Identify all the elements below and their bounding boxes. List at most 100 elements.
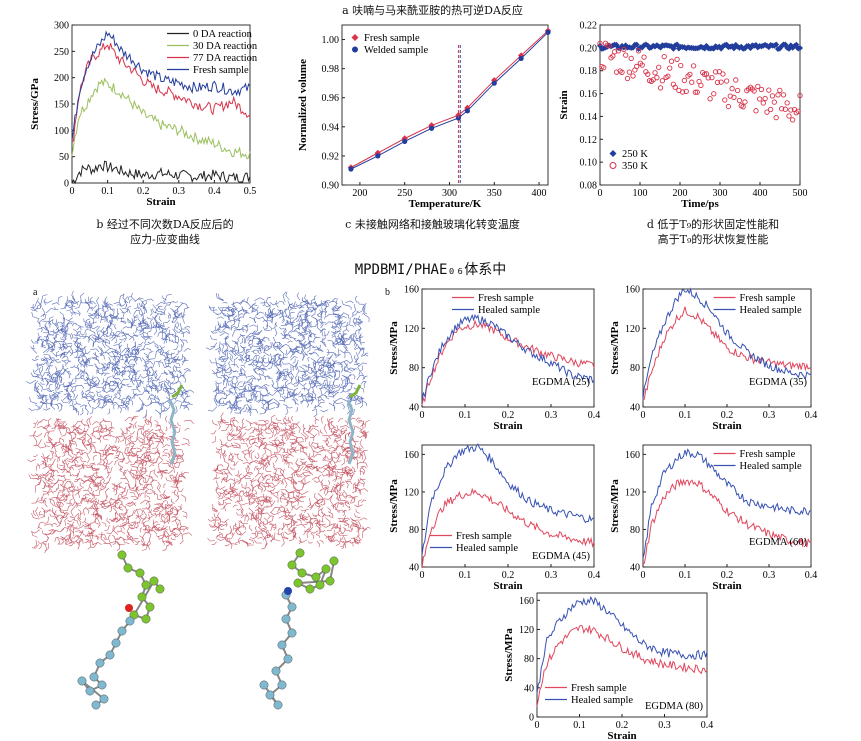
egdma-80-title: EGDMA (80) xyxy=(645,701,704,712)
shape-memory-point xyxy=(723,78,730,84)
stress-strain-da-ytick-label: 250 xyxy=(54,47,69,58)
molecule-right-blue-atom xyxy=(259,680,269,690)
stress-strain-da-xtick-label: 0.4 xyxy=(208,186,221,197)
shape-memory-point xyxy=(619,69,625,76)
shape-memory-point xyxy=(654,75,660,81)
shape-memory-ylabel: Strain xyxy=(558,90,570,119)
molecule-right-green-atom xyxy=(295,548,305,558)
molecule-left-blue-atom xyxy=(99,694,109,704)
egdma-35-xtick-label: 0.4 xyxy=(805,410,818,421)
shape-memory-point xyxy=(641,54,647,60)
egdma-80-xtick-label: 0.1 xyxy=(573,720,586,731)
shape-memory-point xyxy=(705,75,711,81)
stress-strain-da-series-line xyxy=(71,77,251,160)
egdma-35-series-line xyxy=(642,287,812,400)
egdma-35-ylabel: Stress/MPa xyxy=(609,321,621,375)
egdma-35-xlabel: Strain xyxy=(712,420,741,432)
shape-memory-point xyxy=(773,41,780,48)
molecule-right-blue-atom xyxy=(281,614,291,624)
normalized-volume-ytick-label: 0.90 xyxy=(322,181,340,192)
molecule-left-green-atom xyxy=(123,563,133,573)
molecule-left-green-atom xyxy=(135,568,145,578)
shape-memory-point xyxy=(779,106,785,112)
egdma-45-series-line xyxy=(421,443,595,556)
shape-memory-point xyxy=(731,94,737,100)
egdma-25-xtick-label: 0.4 xyxy=(588,410,601,421)
egdma-80-xtick-label: 0.2 xyxy=(616,720,629,731)
shape-memory-point xyxy=(775,92,781,98)
stress-strain-da-xlabel: Strain xyxy=(146,196,175,208)
shape-memory-point xyxy=(797,92,803,99)
molecule-right-green-atom xyxy=(297,568,307,578)
shape-memory-point xyxy=(714,79,721,86)
egdma-35-ytick-label: 160 xyxy=(625,285,640,296)
molecule-right-blue-atom xyxy=(277,640,287,650)
egdma-25-xtick-label: 0.2 xyxy=(502,410,515,421)
egdma-35-xtick-label: 0.2 xyxy=(721,410,734,421)
egdma-25-ytick-label: 80 xyxy=(409,363,419,374)
shape-memory-ytick-label: 0.18 xyxy=(580,66,598,77)
shape-memory-point xyxy=(711,91,717,97)
molecule-left-green-atom xyxy=(141,614,151,624)
shape-memory-ytick-label: 0.14 xyxy=(580,112,598,123)
egdma-60-xtick-label: 0 xyxy=(641,570,646,581)
stress-strain-da-group xyxy=(71,24,251,185)
egdma-80-xtick-label: 0.3 xyxy=(658,720,671,731)
normalized-volume-ytick-label: 0.92 xyxy=(322,151,340,162)
egdma-35-xtick-label: 0.1 xyxy=(679,410,692,421)
shape-memory-point xyxy=(610,53,616,59)
interface-chain-left-green xyxy=(171,384,184,399)
shape-memory-point xyxy=(634,63,640,70)
shape-memory-ytick-label: 0.20 xyxy=(580,43,598,54)
molecule-right-blue-atom xyxy=(287,602,297,612)
interface-chain-left xyxy=(168,399,177,465)
shape-memory-point xyxy=(674,56,680,63)
shape-memory-point xyxy=(764,109,770,115)
shape-memory-point xyxy=(690,63,697,69)
egdma-45-legend-label: Fresh sample xyxy=(456,531,512,542)
molecule-left-blue-atom xyxy=(117,626,127,636)
molecule-right-blue-bonds xyxy=(263,594,294,706)
shape-memory-point xyxy=(652,70,658,76)
normalized-volume-legend-marker xyxy=(351,34,359,41)
stress-strain-da-xtick-label: 0 xyxy=(70,186,75,197)
egdma-80-ytick-label: 80 xyxy=(524,654,534,665)
egdma-80-group xyxy=(536,592,708,718)
shape-memory-point xyxy=(639,62,645,68)
panel-letter-a: a xyxy=(33,287,38,298)
egdma-25-title: EGDMA (25) xyxy=(532,377,591,388)
egdma-35-series-line xyxy=(642,306,812,401)
shape-memory-ytick-label: 0.16 xyxy=(580,89,598,100)
shape-memory-point xyxy=(667,65,673,71)
shape-memory-point xyxy=(621,46,627,53)
molecule-left-blue-atom xyxy=(125,616,135,626)
stress-strain-da-ytick-label: 200 xyxy=(54,73,69,84)
shape-memory-point xyxy=(725,103,732,110)
molecule-right-blue-atom xyxy=(265,690,275,700)
shape-memory-point xyxy=(628,55,634,62)
egdma-60-xlabel: Strain xyxy=(712,580,741,592)
shape-memory-point xyxy=(784,100,790,106)
egdma-60-legend-label: Healed sample xyxy=(740,461,802,472)
molecule-left-blue-atom xyxy=(105,650,115,660)
normalized-volume-point xyxy=(518,55,524,62)
stress-strain-da-legend-label: 30 DA reaction xyxy=(193,41,258,52)
shape-memory-point xyxy=(679,89,686,95)
normalized-volume-point xyxy=(517,52,525,59)
egdma-45-ytick-label: 40 xyxy=(409,563,419,574)
shape-memory-point xyxy=(734,87,741,94)
egdma-60-xtick-label: 0.1 xyxy=(679,570,692,581)
shape-memory-point xyxy=(672,84,678,90)
caption-b: b 经过不同次数DA反应后的 应力-应变曲线 xyxy=(96,218,234,246)
normalized-volume-xtick-label: 200 xyxy=(352,188,367,199)
egdma-80-series-line xyxy=(536,595,708,694)
shape-memory-legend-label: 350 K xyxy=(622,161,648,172)
egdma-60-title: EGDMA (60) xyxy=(749,537,808,548)
shape-memory-point xyxy=(678,62,684,69)
egdma-45-series-line xyxy=(421,487,595,569)
shape-memory-frame xyxy=(599,24,801,186)
egdma-35-ytick-label: 80 xyxy=(630,363,640,374)
stress-strain-da-ytick-label: 0 xyxy=(64,179,69,190)
molecule-right-green-bonds xyxy=(290,552,335,591)
